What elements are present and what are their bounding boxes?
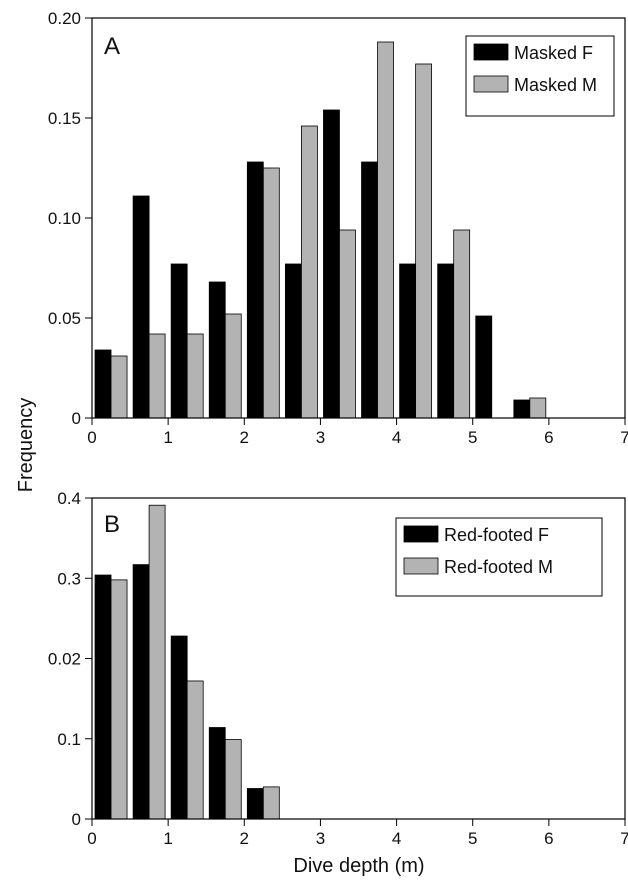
x-tick-label: 7 xyxy=(620,829,628,848)
panel-b-y-ticks: 0 0.1 0.02 0.3 0.4 xyxy=(48,489,92,829)
y-tick-label: 0.3 xyxy=(57,569,81,588)
legend-label-red-footed-m: Red-footed M xyxy=(444,557,553,577)
panel-a-bars xyxy=(94,41,547,419)
bar-a-m-bin-9 xyxy=(453,229,471,419)
bar-a-m-bin-7 xyxy=(377,41,394,419)
panel-b: 0 0.1 0.02 0.3 0.4 0 1 2 3 4 5 6 7 B Red-footed F R… xyxy=(48,489,628,848)
bar-a-f-bin-7 xyxy=(361,161,378,419)
legend-swatch-masked-f xyxy=(473,43,509,61)
bar-a-f-bin-11 xyxy=(513,399,531,419)
y-tick-label: 0.10 xyxy=(48,209,81,228)
bar-b-m-bin-3 xyxy=(224,739,242,820)
bar-b-m-bin-0 xyxy=(110,579,128,820)
bar-a-f-bin-0 xyxy=(94,349,112,419)
x-tick-label: 2 xyxy=(240,428,249,447)
bar-b-f-bin-4 xyxy=(246,788,264,820)
bar-a-m-bin-8 xyxy=(415,63,433,419)
bar-a-f-bin-2 xyxy=(170,263,188,419)
bar-a-m-bin-5 xyxy=(300,125,318,419)
bar-b-f-bin-3 xyxy=(208,727,226,820)
legend-label-red-footed-f: Red-footed F xyxy=(444,525,549,545)
legend-swatch-red-footed-m xyxy=(403,557,439,575)
bar-a-m-bin-3 xyxy=(224,313,242,419)
y-tick-label: 0 xyxy=(72,810,81,829)
bar-b-m-bin-2 xyxy=(186,680,204,820)
bar-a-f-bin-6 xyxy=(323,109,340,419)
y-axis-title: Frequency xyxy=(15,398,37,493)
x-tick-label: 1 xyxy=(163,829,172,848)
legend-swatch-red-footed-f xyxy=(403,525,439,543)
x-tick-label: 7 xyxy=(620,428,628,447)
bar-a-m-bin-4 xyxy=(262,167,280,419)
panel-b-legend: Red-footed F Red-footed M xyxy=(395,517,603,597)
x-tick-label: 4 xyxy=(392,428,401,447)
x-tick-label: 5 xyxy=(468,829,477,848)
legend-label-masked-f: Masked F xyxy=(514,43,593,63)
bar-a-f-bin-1 xyxy=(132,195,150,419)
legend-label-masked-m: Masked M xyxy=(514,75,597,95)
panel-b-bars xyxy=(94,504,280,820)
panel-a-x-ticks: 0 1 2 3 4 5 6 7 xyxy=(87,418,628,447)
x-tick-label: 5 xyxy=(468,428,477,447)
x-axis-title: Dive depth (m) xyxy=(293,855,424,877)
x-tick-label: 1 xyxy=(163,428,172,447)
panel-a-label: A xyxy=(104,33,120,60)
y-tick-label: 0.05 xyxy=(48,309,81,328)
panel-a-legend: Masked F Masked M xyxy=(465,35,615,117)
x-tick-label: 3 xyxy=(316,829,325,848)
bar-a-f-bin-3 xyxy=(208,281,226,419)
bar-a-f-bin-9 xyxy=(437,263,455,419)
bar-a-m-bin-6 xyxy=(339,229,356,419)
bar-a-f-bin-8 xyxy=(399,263,417,419)
y-tick-label: 0.15 xyxy=(48,109,81,128)
bar-a-m-bin-0 xyxy=(110,355,128,419)
bar-a-m-bin-11 xyxy=(529,397,547,419)
y-tick-label: 0.4 xyxy=(57,489,81,508)
y-tick-label: 0.1 xyxy=(57,730,81,749)
bar-a-m-bin-1 xyxy=(148,333,166,419)
panel-b-x-ticks: 0 1 2 3 4 5 6 7 xyxy=(87,819,628,848)
x-tick-label: 3 xyxy=(316,428,325,447)
y-tick-label: 0 xyxy=(72,409,81,428)
panel-a-y-ticks: 0 0.05 0.10 0.15 0.20 xyxy=(48,9,92,428)
legend-swatch-masked-m xyxy=(473,75,509,93)
bar-b-f-bin-0 xyxy=(94,574,112,820)
bar-b-m-bin-4 xyxy=(262,786,280,820)
y-tick-label: 0.02 xyxy=(48,650,81,669)
x-tick-label: 4 xyxy=(392,829,401,848)
bar-a-f-bin-4 xyxy=(246,161,264,419)
bar-a-m-bin-2 xyxy=(186,333,204,419)
panel-a: 0 0.05 0.10 0.15 0.20 0 1 2 3 4 5 6 7 A Masked F Ma… xyxy=(48,9,628,447)
x-tick-label: 0 xyxy=(87,428,96,447)
bar-b-m-bin-1 xyxy=(148,504,166,820)
y-tick-label: 0.20 xyxy=(48,9,81,28)
x-tick-label: 2 xyxy=(240,829,249,848)
bar-a-f-bin-5 xyxy=(284,263,302,419)
bar-b-f-bin-2 xyxy=(170,635,188,820)
x-tick-label: 6 xyxy=(544,829,553,848)
x-tick-label: 0 xyxy=(87,829,96,848)
bar-b-f-bin-1 xyxy=(132,564,150,820)
bar-a-f-bin-10 xyxy=(475,315,493,419)
panel-b-label: B xyxy=(104,511,120,538)
x-tick-label: 6 xyxy=(544,428,553,447)
